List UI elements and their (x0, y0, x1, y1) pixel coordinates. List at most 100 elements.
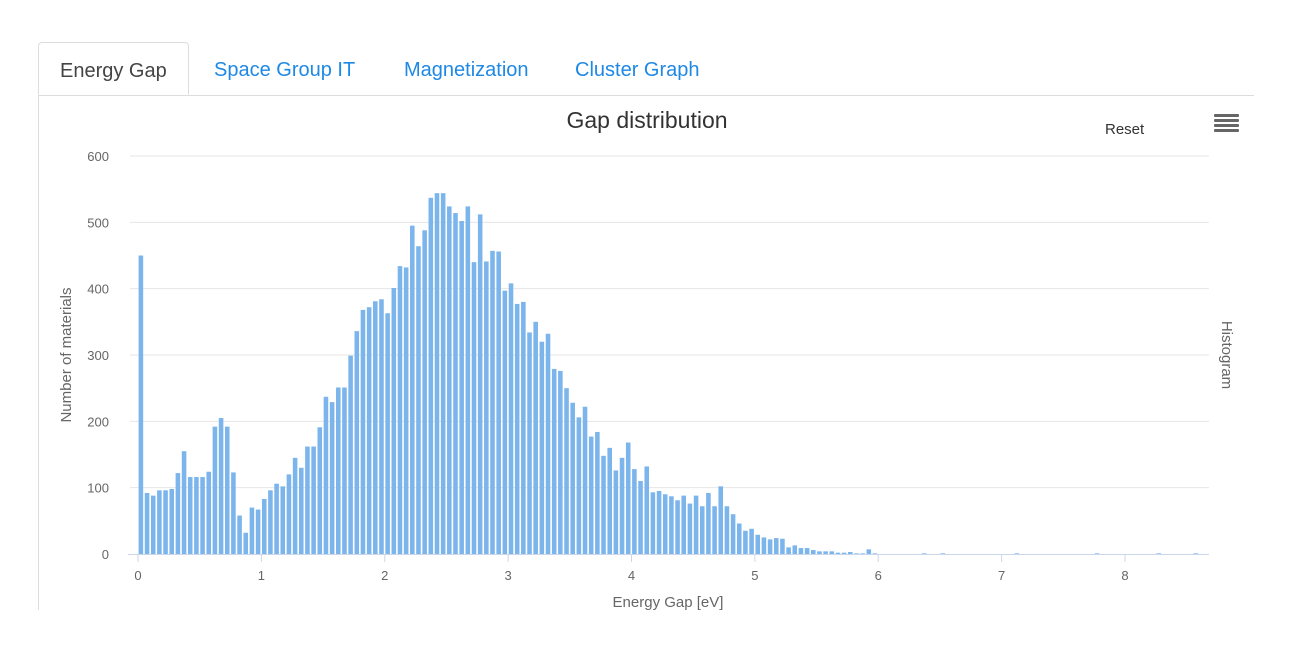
histogram-bar (373, 301, 378, 554)
histogram-bar (810, 550, 816, 554)
x-tick-label: 0 (134, 568, 141, 583)
histogram-bar (385, 313, 390, 554)
histogram-bar (699, 506, 705, 554)
histogram-bar (872, 553, 878, 554)
x-tick-label: 8 (1121, 568, 1128, 583)
histogram-bar (767, 539, 773, 554)
histogram-bar (286, 474, 292, 554)
y-tick-label: 400 (87, 282, 109, 297)
histogram-bar (570, 402, 575, 554)
histogram-bar (403, 267, 409, 554)
histogram-bar (860, 553, 865, 554)
histogram-bar (175, 473, 181, 554)
histogram-bar (317, 427, 323, 554)
histogram-bar (459, 221, 464, 555)
histogram-bar (212, 426, 218, 554)
histogram-bar (187, 477, 193, 554)
histogram-bar (823, 551, 828, 554)
histogram-bar (280, 486, 286, 554)
histogram-bar (866, 549, 872, 554)
histogram-bar (675, 500, 680, 554)
x-tick-label: 7 (998, 568, 1005, 583)
histogram-bar (471, 262, 477, 554)
x-axis-label: Energy Gap [eV] (613, 594, 724, 611)
histogram-bar (588, 436, 594, 554)
histogram-bar (693, 495, 699, 554)
y-tick-label: 0 (102, 547, 109, 562)
histogram-bar (718, 486, 724, 554)
histogram-bar (169, 488, 175, 554)
histogram-bar (218, 418, 224, 554)
hamburger-menu-icon[interactable] (1212, 112, 1240, 138)
histogram-bar (366, 307, 372, 554)
tab-magnetization[interactable]: Magnetization (404, 59, 529, 81)
histogram-bar (576, 417, 582, 554)
histogram-bar (200, 477, 205, 554)
histogram-bar (533, 321, 538, 554)
histogram-bar (786, 547, 791, 554)
histogram-bar (607, 447, 612, 554)
histogram-bar (354, 331, 360, 554)
gap-distribution-chart: 0 100 200 300 400 500 600 0 1 2 3 4 5 6 7 8 Gap distrib… (58, 107, 1235, 611)
histogram-bar (922, 553, 927, 554)
histogram-bar (749, 528, 754, 554)
tab-energy-gap[interactable]: Energy Gap (38, 42, 189, 95)
histogram-bar (1193, 553, 1199, 554)
histogram-bar (440, 193, 446, 554)
histogram-bar (329, 402, 335, 554)
histogram-bar (619, 457, 625, 554)
histogram-bar (625, 442, 631, 554)
histogram-bar (804, 548, 810, 554)
y-axis-label: Number of materials (58, 287, 75, 422)
histogram-bar (502, 290, 508, 554)
histogram-bar (416, 246, 421, 555)
panel-border (38, 95, 39, 610)
axes: 0 100 200 300 400 500 600 0 1 2 3 4 5 6 7 8 (87, 149, 1209, 583)
y-tick-label: 600 (87, 149, 109, 164)
histogram-bar (428, 197, 434, 554)
histogram-bar (422, 230, 427, 554)
histogram-bar (539, 341, 545, 554)
histogram-bar (650, 492, 656, 554)
histogram-bar (829, 551, 835, 554)
histogram-bar (138, 255, 144, 554)
histogram-bar (261, 498, 267, 554)
histogram-bar (1014, 553, 1020, 554)
histogram-bar (348, 355, 353, 554)
histogram-bar (773, 538, 779, 554)
histogram-bar (792, 545, 798, 554)
tab-cluster-graph[interactable]: Cluster Graph (575, 59, 700, 81)
histogram-bar (730, 514, 736, 554)
tab-space-group-it[interactable]: Space Group IT (214, 59, 356, 81)
histogram-bar (613, 470, 619, 554)
histogram-bar (601, 455, 606, 554)
histogram-bar (490, 250, 495, 554)
histogram-bars (138, 193, 1199, 555)
histogram-bar (255, 509, 261, 554)
histogram-bar (755, 534, 761, 554)
histogram-bar (669, 496, 674, 554)
histogram-bar (496, 251, 501, 554)
x-tick-label: 1 (258, 568, 265, 583)
grid-lines (130, 155, 1209, 489)
y-tick-label: 500 (87, 215, 109, 230)
histogram-bar (323, 396, 329, 554)
histogram-bar (632, 469, 637, 554)
histogram-bar (527, 332, 532, 554)
histogram-bar (564, 388, 569, 554)
histogram-bar (940, 553, 946, 554)
histogram-bar (841, 552, 847, 554)
histogram-bar (743, 530, 748, 554)
histogram-bar (194, 477, 199, 554)
histogram-bar (595, 431, 600, 554)
histogram-bar (638, 481, 643, 554)
histogram-bar (360, 309, 366, 554)
histogram-bar (854, 553, 859, 554)
histogram-bar (181, 451, 187, 554)
histogram-bar (410, 225, 415, 554)
series-name-label: Histogram (1218, 321, 1235, 389)
reset-zoom-button[interactable]: Reset (1105, 121, 1145, 138)
histogram-bar (391, 288, 397, 554)
histogram-bar (465, 206, 471, 554)
histogram-bar (447, 206, 452, 554)
